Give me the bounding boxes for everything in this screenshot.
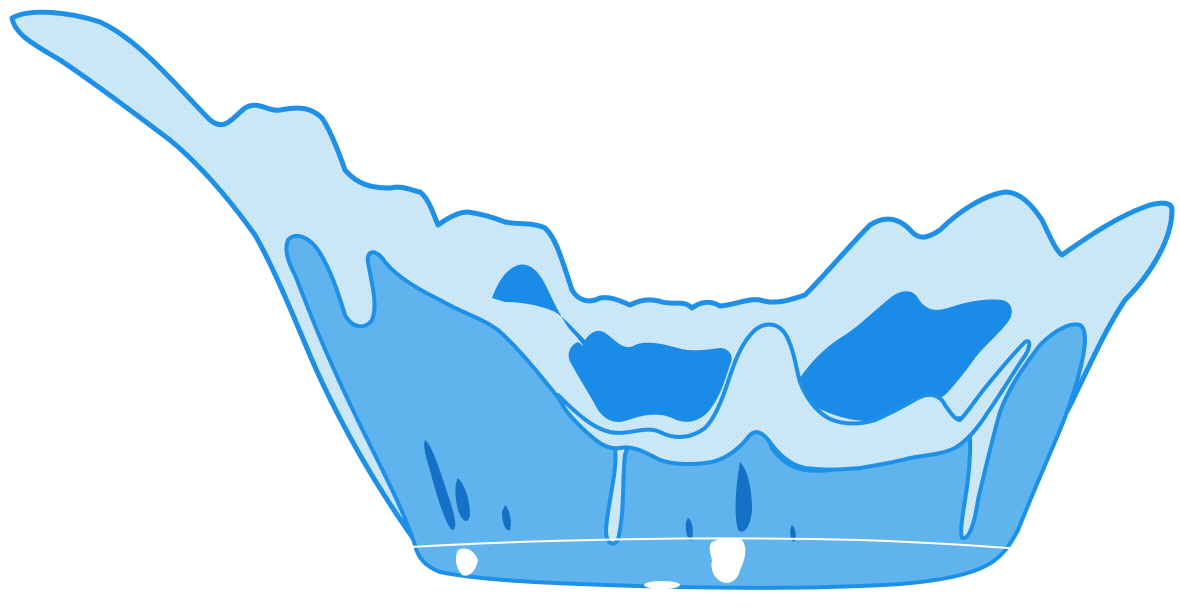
- foam-highlights: [390, 537, 746, 603]
- water-surface-line: [394, 537, 1056, 553]
- front-wave-crest: [556, 322, 1032, 472]
- inner-pool-right: [798, 291, 1012, 421]
- splash-streaks: [424, 440, 796, 542]
- inner-pool-left: [492, 264, 732, 422]
